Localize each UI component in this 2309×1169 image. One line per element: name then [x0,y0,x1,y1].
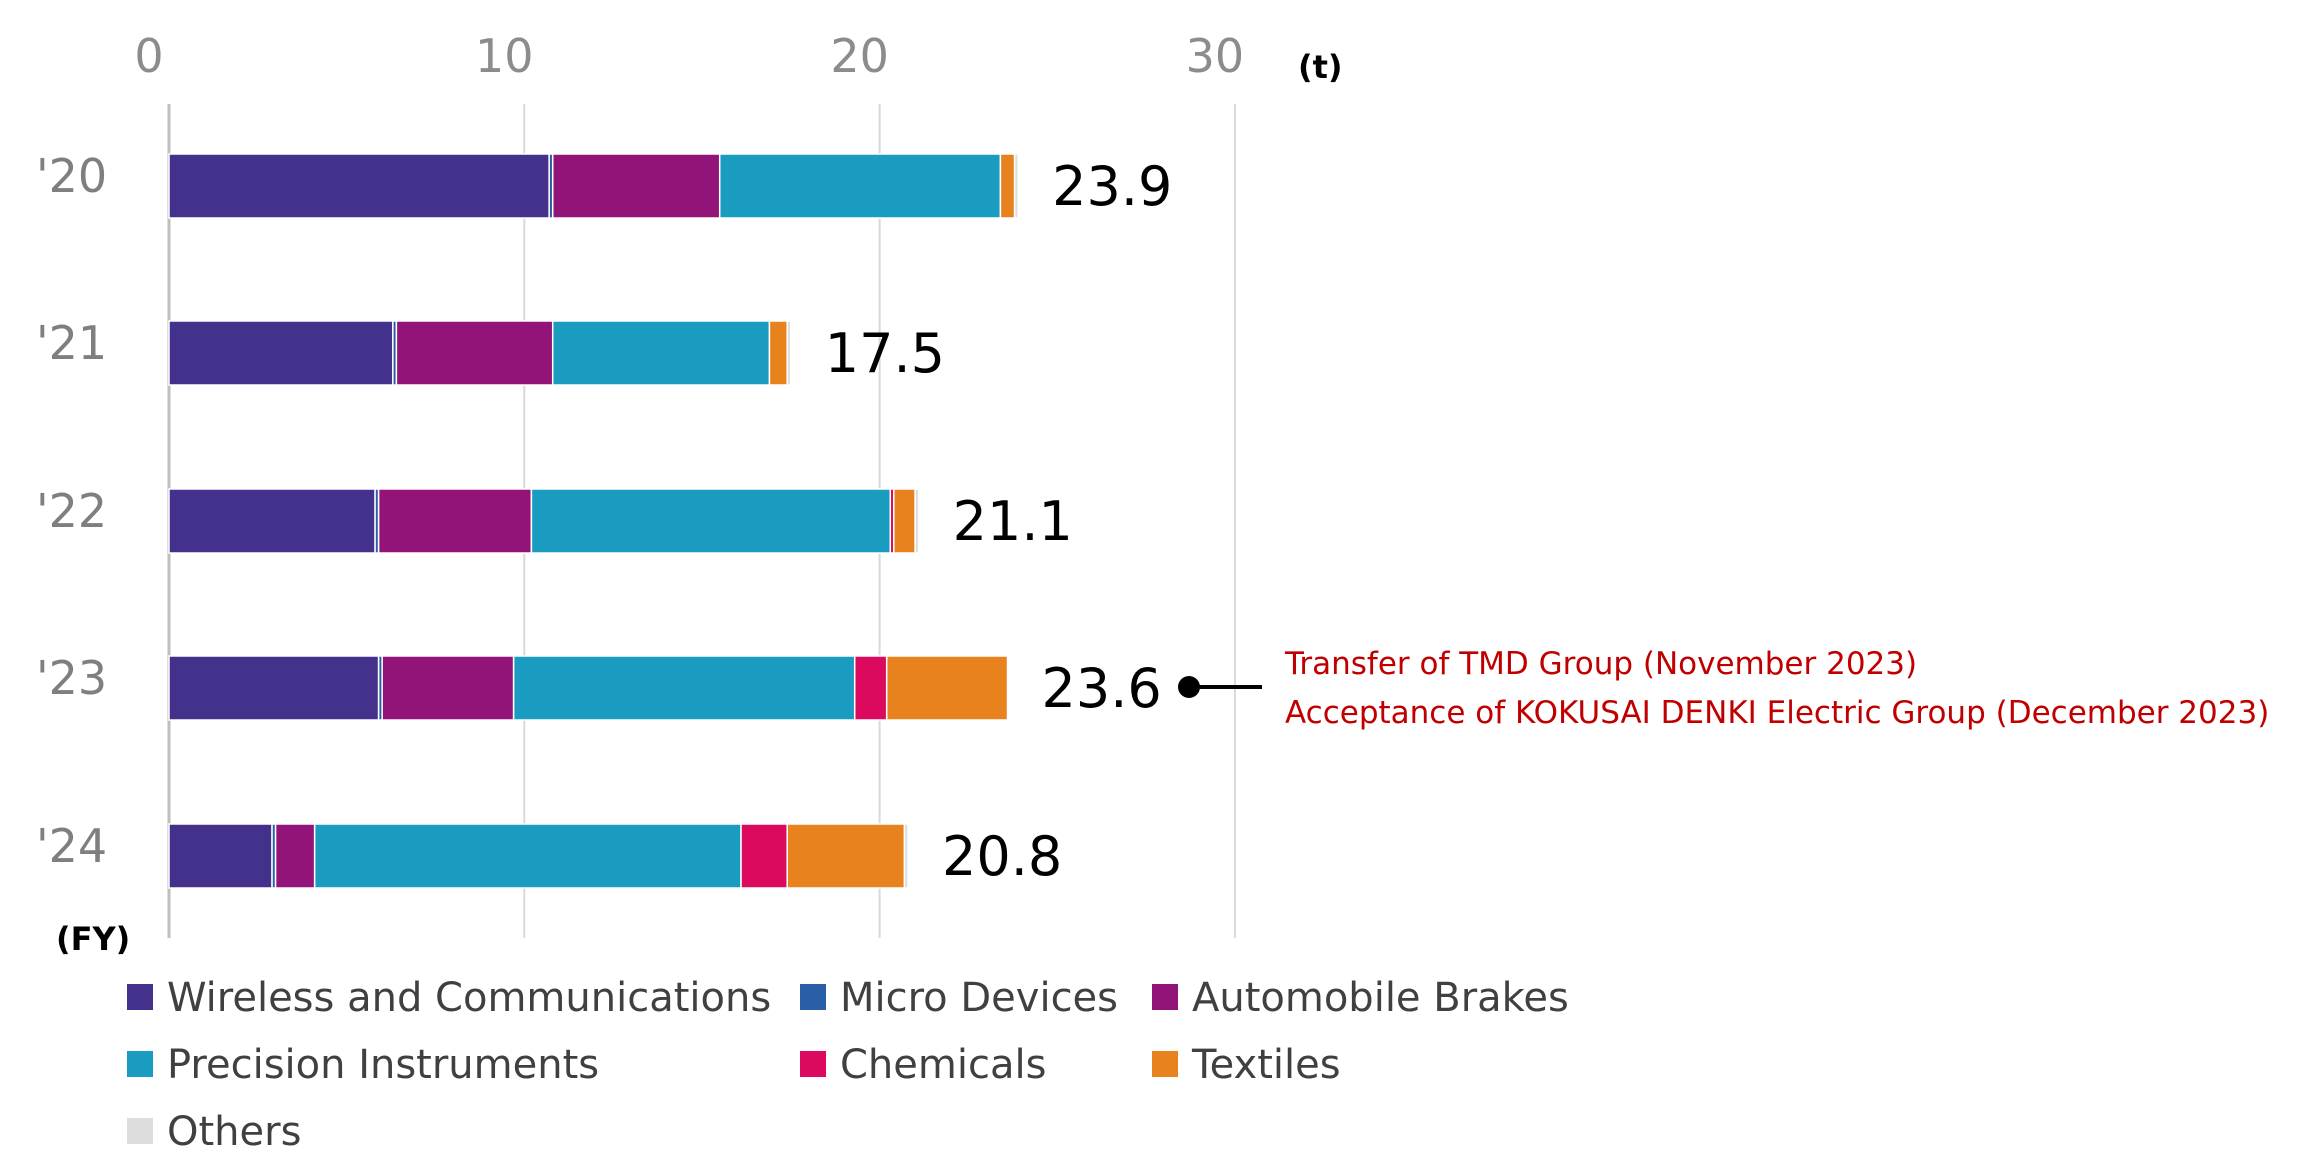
y-axis-categories: '20 '21 '22 '23 '24 [36,149,107,873]
legend-label: Automobile Brakes [1192,975,1569,1021]
legend-label: Others [167,1109,301,1155]
category-label: '21 [36,316,107,370]
legend-swatch [1152,1051,1178,1077]
bar-segment [768,320,788,386]
bar-segment [530,488,892,554]
category-label: '23 [36,651,107,705]
total-label: 23.6 [1042,657,1162,720]
x-axis-unit-label: (t) [1298,48,1343,86]
annotation: Transfer of TMD Group (November 2023) Ac… [1178,646,2269,731]
bar-segment [1013,153,1019,219]
bar-segment [786,320,792,386]
x-tick-label: 30 [1186,29,1245,83]
x-tick-label: 10 [475,29,534,83]
category-label: '24 [36,819,107,873]
bar-segment [885,655,1009,721]
bar-segment [903,823,909,889]
x-tick-label: 0 [134,29,163,83]
bar-segment [274,823,316,889]
legend-swatch [127,1118,153,1144]
bar-segment [381,655,515,721]
y-axis-unit-label: (FY) [56,920,130,958]
bar-segment [914,488,920,554]
total-labels: 23.9 17.5 21.1 23.6 20.8 [825,155,1173,888]
bar-segment [168,488,376,554]
annotation-line-2: Acceptance of KOKUSAI DENKI Electric Gro… [1285,695,2269,731]
bar-segment [168,823,273,889]
legend-swatch [127,1051,153,1077]
bar-segment [168,320,394,386]
legend-label: Chemicals [840,1042,1046,1088]
bar-segment [377,488,533,554]
legend-swatch [127,984,153,1010]
bar-segment [395,320,554,386]
bar-segment [853,655,888,721]
x-tick-label: 20 [830,29,889,83]
legend-label: Wireless and Communications [167,975,771,1021]
category-label: '22 [36,484,107,538]
bar-segment [999,153,1016,219]
bar-segment [313,823,742,889]
bar-segment [551,153,721,219]
legend: Wireless and Communications Micro Devices… [127,975,1569,1155]
legend-swatch [800,984,826,1010]
bar-segment [718,153,1002,219]
total-label: 21.1 [953,490,1073,553]
total-label: 23.9 [1052,155,1172,218]
bar-segment [168,655,380,721]
legend-label: Precision Instruments [167,1042,599,1088]
bar-segment [740,823,788,889]
legend-label: Textiles [1191,1042,1341,1088]
bar-segment [551,320,771,386]
total-label: 20.8 [942,825,1062,888]
bars [168,153,1019,889]
bar-segment [786,823,906,889]
category-label: '20 [36,149,107,203]
bar-segment [512,655,856,721]
legend-swatch [1152,984,1178,1010]
x-axis-ticks: 0 10 20 30 [134,29,1244,83]
legend-swatch [800,1051,826,1077]
bar-segment [893,488,916,554]
annotation-line-1: Transfer of TMD Group (November 2023) [1284,646,1917,682]
total-label: 17.5 [825,322,945,385]
legend-label: Micro Devices [840,975,1118,1021]
bar-segment [168,153,550,219]
